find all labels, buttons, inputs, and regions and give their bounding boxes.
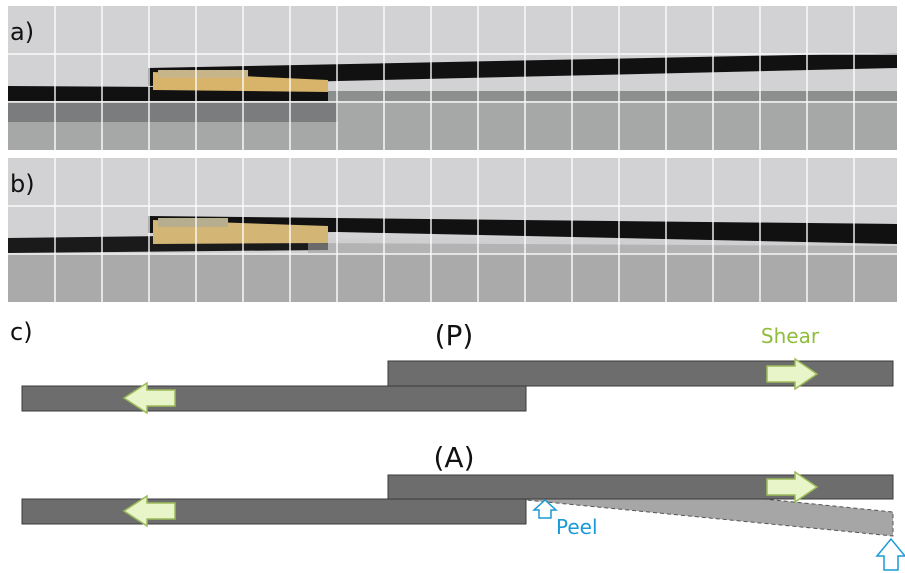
lower-adherend-a	[21, 498, 527, 525]
peeled-strip	[525, 474, 894, 537]
photo-a	[8, 6, 897, 150]
photo-grid-a	[8, 6, 897, 150]
photo-b	[8, 158, 897, 302]
diagram-p-title: (P)	[435, 319, 474, 352]
shear-arrow-left-a	[122, 494, 176, 528]
shear-arrow-right-p	[766, 357, 819, 391]
lower-adherend-p	[21, 385, 527, 412]
photo-grid-b	[8, 158, 897, 302]
upper-adherend-p	[387, 360, 894, 387]
peel-arrow-large	[875, 537, 905, 571]
panel-label-c: c)	[10, 318, 33, 346]
peel-arrow-small	[532, 498, 558, 519]
shear-arrow-right-a	[766, 470, 819, 504]
shear-label: Shear	[761, 324, 820, 348]
panel-label-b: b)	[10, 170, 35, 198]
upper-adherend-a	[387, 474, 894, 500]
peel-label: Peel	[556, 515, 598, 539]
panel-label-a: a)	[10, 18, 35, 46]
diagram-a-title: (A)	[433, 441, 474, 474]
photo-panel-a	[8, 6, 897, 150]
photo-panel-b	[8, 158, 897, 302]
shear-arrow-left-p	[122, 381, 176, 415]
